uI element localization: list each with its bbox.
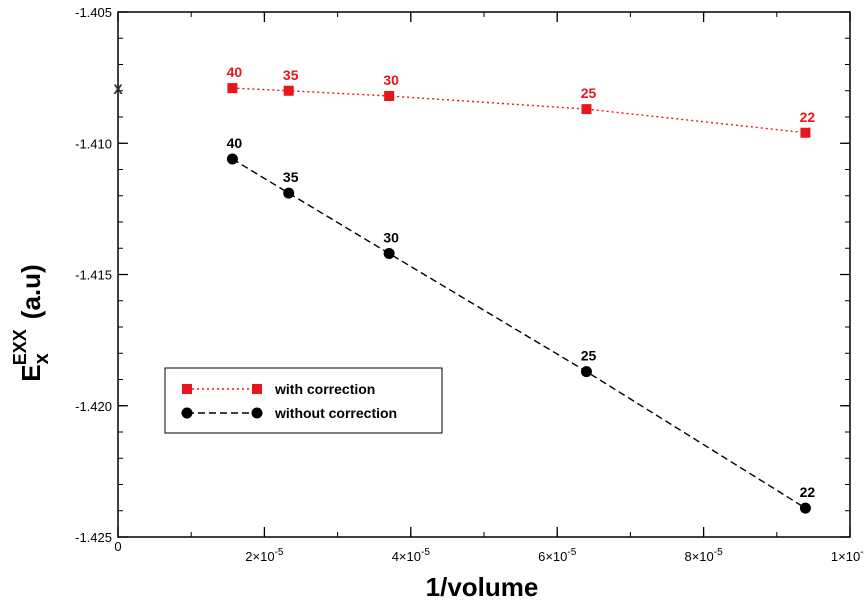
x-axis-title: 1/volume [426,572,539,602]
ticks: 02×10-54×10-56×10-58×10-51×10-4-1.405-1.… [75,5,864,564]
data-point-1 [384,91,395,101]
data-label-2: 25 [581,348,597,364]
data-point-2 [799,502,811,514]
x-tick-label-exponent: -5 [567,547,576,558]
data-label-2: 40 [227,135,243,151]
x-tick-label-mantissa: 2×10 [245,549,274,564]
legend-box [164,367,443,434]
y-tick-label: -1.415 [75,268,112,283]
y-axis-title-sup: EXX [10,329,30,365]
data-label-2: 22 [800,484,816,500]
annotation-marker: X [113,81,123,97]
axes [117,11,851,538]
series-layer [226,83,811,514]
data-label-1: 40 [227,64,243,80]
x-tick-label-mantissa: 8×10 [684,549,713,564]
legend: with correction without correction [164,367,443,434]
data-label-2: 30 [383,230,399,246]
x-tick-label-exponent: -5 [275,547,284,558]
data-point-1 [283,85,294,96]
x-tick-label: 6×10-5 [538,547,577,564]
y-tick-label: -1.410 [75,136,112,151]
x-tick-label-mantissa: 1×10 [831,549,860,564]
legend-label-1: with correction [274,381,375,397]
x-tick-label: 8×10-5 [684,547,723,564]
x-tick-label: 1×10-4 [831,547,864,564]
legend-marker-2 [181,407,193,419]
x-tick-label: 2×10-5 [245,547,284,564]
data-label-1: 35 [283,67,299,83]
data-point-2 [580,366,592,378]
x-tick-label: 0 [114,539,121,554]
data-point-1 [800,127,811,138]
point-labels: 40 35 30 25 22 40 35 30 25 22 X [113,64,815,500]
data-point-2 [226,153,238,165]
data-label-2: 35 [283,169,299,185]
data-label-1: 30 [383,72,399,88]
legend-marker-1 [252,384,262,394]
plot-frame [117,11,851,538]
series-line-2 [232,158,806,509]
y-axis-title-main: E [16,364,46,381]
legend-marker-2 [251,407,263,419]
data-label-1: 22 [800,109,816,125]
x-tick-label: 4×10-5 [392,547,431,564]
y-tick-label: -1.425 [75,530,112,545]
x-tick-label-mantissa: 4×10 [392,549,421,564]
x-tick-label-exponent: -4 [860,547,864,558]
series-line-1 [232,87,806,134]
x-tick-label-exponent: -5 [714,547,723,558]
x-tick-label-exponent: -5 [421,547,430,558]
y-axis-title-tail: (a.u) [16,264,46,319]
x-tick-label-mantissa: 6×10 [538,549,567,564]
legend-label-2: without correction [274,405,397,421]
y-axis-title: ExEXX (a.u) [10,264,53,381]
y-tick-label: -1.420 [75,399,112,414]
legend-marker-1 [182,384,192,394]
y-tick-label: -1.405 [75,5,112,20]
y-axis-title-sub: x [31,353,53,364]
data-label-1: 25 [581,85,597,101]
data-point-1 [581,104,592,115]
data-point-2 [383,248,395,259]
data-point-2 [283,187,295,199]
data-point-1 [227,83,238,94]
